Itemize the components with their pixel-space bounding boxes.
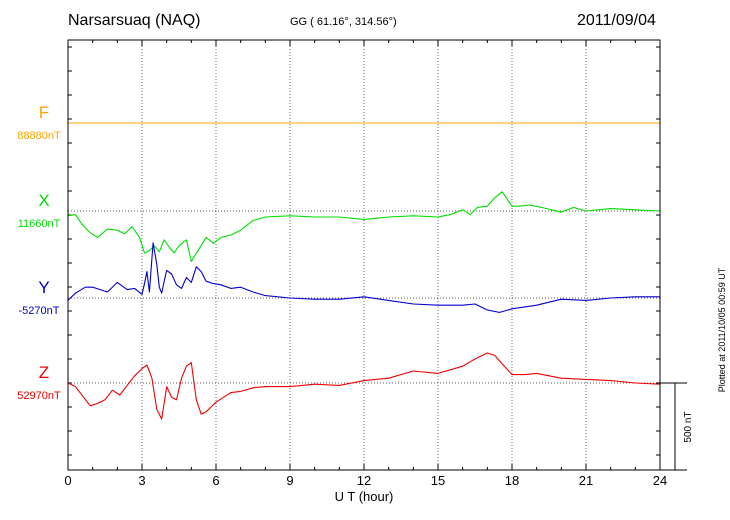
series-name-f: F: [39, 103, 49, 122]
x-tick-label: 6: [212, 473, 219, 488]
series-name-y: Y: [38, 278, 49, 297]
plotted-timestamp: Plotted at 2011/10/05 00:59 UT: [717, 267, 727, 393]
series-name-z: Z: [39, 363, 49, 382]
x-tick-label: 12: [357, 473, 371, 488]
baseline-label-x: 11660nT: [18, 218, 61, 230]
x-tick-label: 9: [286, 473, 293, 488]
label-group: F 88880nT X 11660nT Y -5270nT Z 52970nT 500 nT: [17, 103, 694, 471]
series-line-x: [67, 191, 661, 262]
x-tick-label: 18: [505, 473, 519, 488]
series-line-y: [67, 242, 660, 313]
x-tick-label: 0: [64, 473, 71, 488]
x-tick-label: 21: [579, 473, 593, 488]
baseline-label-y: -5270nT: [19, 305, 60, 317]
x-tick-label: 24: [653, 473, 667, 488]
series-line-z: [67, 352, 661, 420]
axis-ticks: 0 3 6 9 12 15 18 21 24: [64, 40, 667, 488]
plot-date: 2011/09/04: [577, 12, 656, 29]
series-group: [67, 122, 661, 420]
station-title: Narsarsuaq (NAQ): [68, 12, 201, 29]
scale-bar-label: 500 nT: [683, 411, 694, 442]
x-tick-label: 15: [431, 473, 445, 488]
baseline-label-z: 52970nT: [17, 390, 61, 402]
x-tick-label: 3: [138, 473, 145, 488]
grid: [68, 40, 660, 470]
baseline-label-f: 88880nT: [17, 130, 61, 142]
station-coordinates: GG ( 61.16°, 314.56°): [290, 16, 397, 28]
x-axis-label: U T (hour): [335, 489, 394, 504]
plot-frame: [67, 39, 661, 471]
series-name-x: X: [38, 191, 49, 210]
